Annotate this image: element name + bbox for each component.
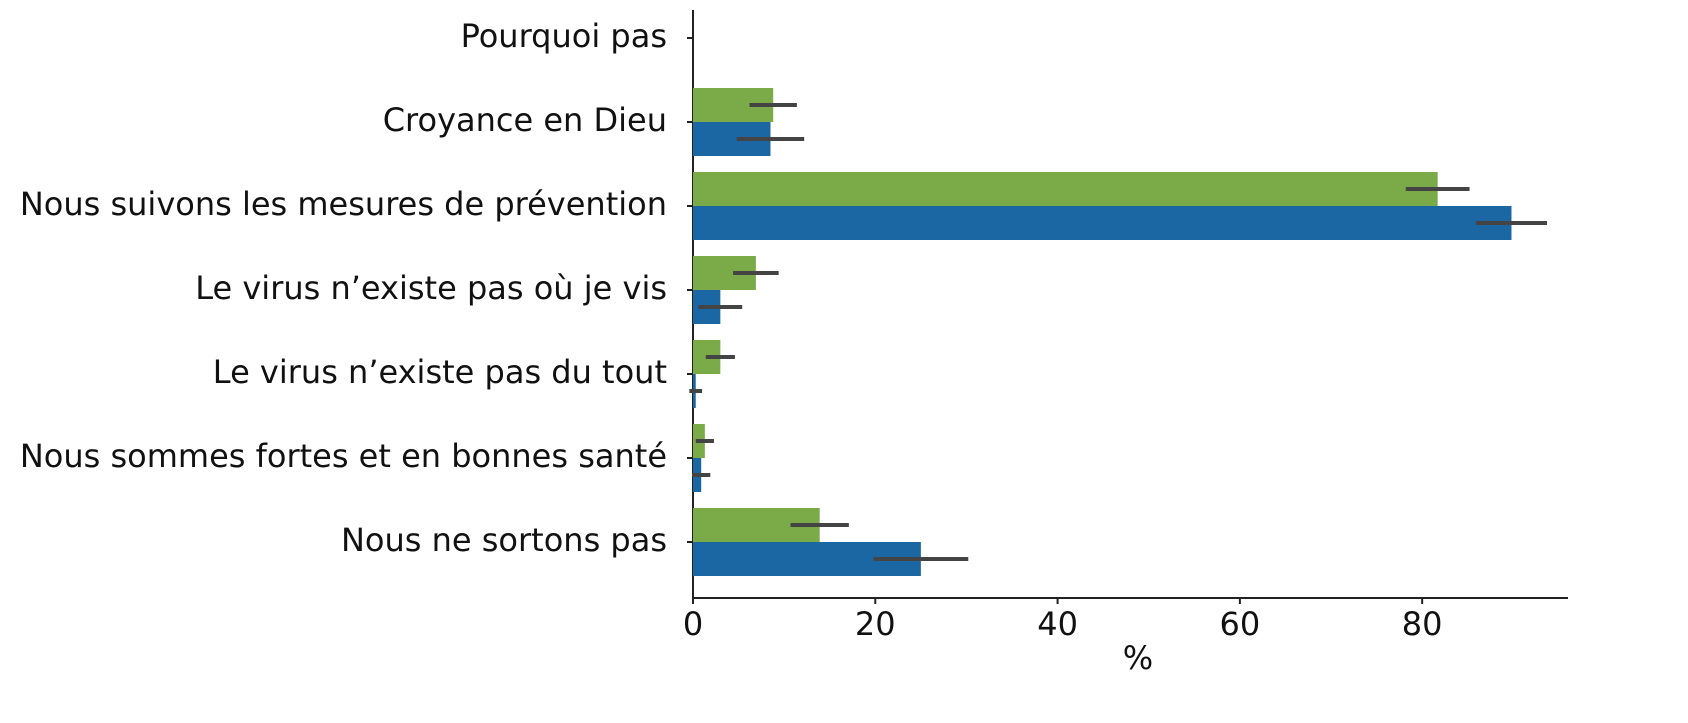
y-tick-label: Nous suivons les mesures de prévention xyxy=(20,185,667,223)
bar xyxy=(693,172,1438,206)
y-tick-label: Le virus n’existe pas du tout xyxy=(213,353,667,391)
y-tick-label: Nous sommes fortes et en bonnes santé xyxy=(20,437,667,475)
y-tick-label: Le virus n’existe pas où je vis xyxy=(195,269,667,307)
bar xyxy=(693,206,1512,240)
x-tick-label: 20 xyxy=(855,605,896,643)
x-tick-label: 60 xyxy=(1220,605,1261,643)
x-tick-label: 40 xyxy=(1037,605,1078,643)
x-tick-label: 80 xyxy=(1402,605,1443,643)
y-tick-label: Nous ne sortons pas xyxy=(341,521,667,559)
x-axis-label: % xyxy=(1123,639,1153,677)
y-tick-label: Croyance en Dieu xyxy=(383,101,667,139)
y-tick-label: Pourquoi pas xyxy=(461,17,667,55)
x-tick-label: 0 xyxy=(683,605,703,643)
